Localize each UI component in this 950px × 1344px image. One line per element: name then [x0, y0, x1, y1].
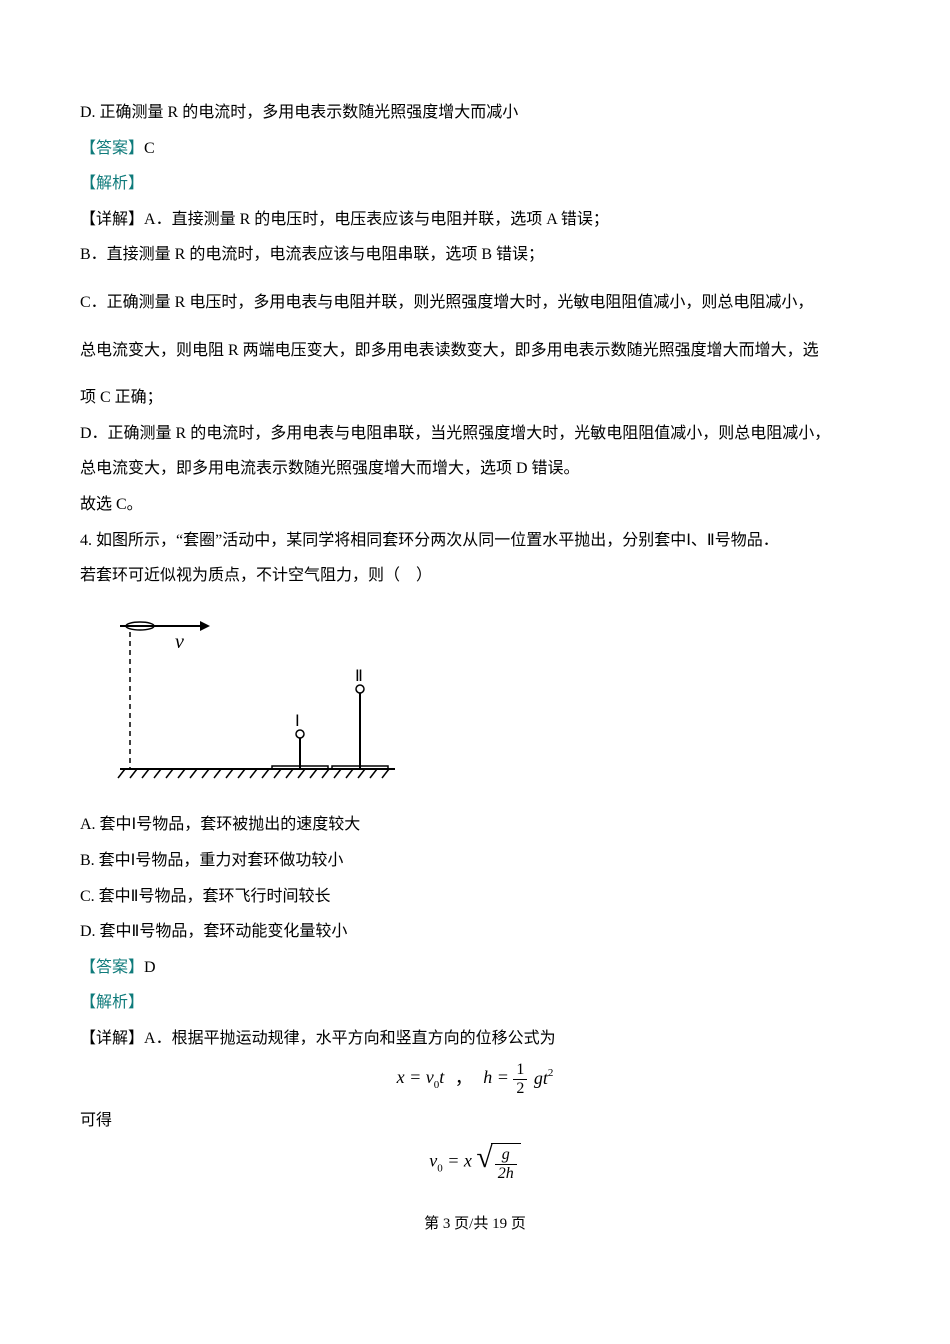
gt: gt [534, 1068, 548, 1088]
h-eq: h = [483, 1068, 509, 1088]
option-d-top: D. 正确测量 R 的电流时，多用电表示数随光照强度增大而减小 [80, 100, 870, 126]
detail-d1: D．正确测量 R 的电流时，多用电表与电阻串联，当光照强度增大时，光敏电阻阻值减… [80, 421, 870, 447]
sqrt-body: g 2h [491, 1143, 521, 1182]
svg-text:Ⅱ: Ⅱ [355, 668, 363, 685]
text: C. 套中Ⅱ号物品，套环飞行时间较长 [80, 888, 331, 905]
detail-label: 【详解】 [80, 1030, 144, 1047]
therefore: 故选 C。 [80, 492, 870, 518]
footer-text: 第 3 页/共 19 页 [424, 1216, 526, 1232]
option-c: C. 套中Ⅱ号物品，套环飞行时间较长 [80, 884, 870, 910]
page-footer: 第 3 页/共 19 页 [80, 1212, 870, 1236]
sep: ， [455, 1068, 473, 1088]
formula-2: v0 = x √ g 2h [80, 1143, 870, 1182]
answer-value: D [144, 959, 156, 976]
detail-label: 【详解】 [80, 211, 144, 228]
figure-svg: v Ⅰ Ⅱ [110, 614, 400, 779]
answer-label: 【答案】 [80, 959, 144, 976]
answer-label: 【答案】 [80, 140, 144, 157]
detail-d2: 总电流变大，即多用电流表示数随光照强度增大而增大，选项 D 错误。 [80, 456, 870, 482]
g: g [495, 1146, 517, 1165]
num: 1 [513, 1061, 527, 1080]
text: D. 正确测量 R 的电流时，多用电表示数随光照强度增大而减小 [80, 104, 518, 121]
text: C．正确测量 R 电压时，多用电表与电阻并联，则光照强度增大时，光敏电阻阻值减小… [80, 294, 813, 311]
text: B．直接测量 R 的电流时，电流表应该与电阻串联，选项 B 错误； [80, 246, 544, 263]
detail-a: 【详解】A．直接测量 R 的电压时，电压表应该与电阻并联，选项 A 错误； [80, 207, 870, 233]
analysis-label: 【解析】 [80, 175, 144, 192]
detail-c1: C．正确测量 R 电压时，多用电表与电阻并联，则光照强度增大时，光敏电阻阻值减小… [80, 290, 870, 316]
g-over-2h: g 2h [495, 1146, 517, 1182]
detail-b: B．直接测量 R 的电流时，电流表应该与电阻串联，选项 B 错误； [80, 242, 870, 268]
projectile-figure: v Ⅰ Ⅱ [110, 614, 870, 788]
text: 总电流变大，即多用电流表示数随光照强度增大而增大，选项 D 错误。 [80, 460, 580, 477]
q4-line1: 4. 如图所示，“套圈”活动中，某同学将相同套环分两次从同一位置水平抛出，分别套… [80, 528, 870, 554]
x-eq-v: x = v [397, 1068, 434, 1088]
text: 总电流变大，则电阻 R 两端电压变大，即多用电表读数变大，即多用电表示数随光照强… [80, 342, 819, 359]
2h: 2h [495, 1165, 517, 1183]
detail-2a: 【详解】A．根据平抛运动规律，水平方向和竖直方向的位移公式为 [80, 1026, 870, 1052]
analysis-label: 【解析】 [80, 994, 144, 1011]
den: 2 [513, 1080, 527, 1098]
eq-x: = x [443, 1151, 472, 1171]
text: 项 C 正确； [80, 389, 163, 406]
answer-1: 【答案】C [80, 136, 870, 162]
option-b: B. 套中Ⅰ号物品，重力对套环做功较小 [80, 848, 870, 874]
svg-text:Ⅰ: Ⅰ [295, 713, 300, 730]
svg-text:v: v [175, 631, 184, 653]
analysis-1: 【解析】 [80, 171, 870, 197]
half-fraction: 1 2 [513, 1061, 527, 1097]
option-d: D. 套中Ⅱ号物品，套环动能变化量较小 [80, 919, 870, 945]
text: A．直接测量 R 的电压时，电压表应该与电阻并联，选项 A 错误； [144, 211, 609, 228]
text: A．根据平抛运动规律，水平方向和竖直方向的位移公式为 [144, 1030, 556, 1047]
text: 4. 如图所示，“套圈”活动中，某同学将相同套环分两次从同一位置水平抛出，分别套… [80, 532, 779, 549]
sqrt: √ g 2h [476, 1143, 520, 1182]
option-a: A. 套中Ⅰ号物品，套环被抛出的速度较大 [80, 812, 870, 838]
sup2: 2 [548, 1068, 554, 1080]
text: D．正确测量 R 的电流时，多用电表与电阻串联，当光照强度增大时，光敏电阻阻值减… [80, 425, 830, 442]
detail-c2: 总电流变大，则电阻 R 两端电压变大，即多用电表读数变大，即多用电表示数随光照强… [80, 338, 870, 364]
v: v [429, 1151, 437, 1171]
text: 故选 C。 [80, 496, 143, 513]
analysis-2: 【解析】 [80, 990, 870, 1016]
text: 可得 [80, 1112, 112, 1129]
answer-2: 【答案】D [80, 955, 870, 981]
kede: 可得 [80, 1108, 870, 1134]
text: D. 套中Ⅱ号物品，套环动能变化量较小 [80, 923, 347, 940]
text: A. 套中Ⅰ号物品，套环被抛出的速度较大 [80, 816, 360, 833]
t: t [439, 1068, 444, 1088]
formula-1: x = v0t ， h = 1 2 gt2 [80, 1061, 870, 1097]
text: 若套环可近似视为质点，不计空气阻力，则（ ） [80, 567, 432, 584]
detail-c3: 项 C 正确； [80, 385, 870, 411]
q4-line2: 若套环可近似视为质点，不计空气阻力，则（ ） [80, 563, 870, 589]
document-page: D. 正确测量 R 的电流时，多用电表示数随光照强度增大而减小 【答案】C 【解… [0, 0, 950, 1276]
text: B. 套中Ⅰ号物品，重力对套环做功较小 [80, 852, 343, 869]
answer-value: C [144, 140, 155, 157]
